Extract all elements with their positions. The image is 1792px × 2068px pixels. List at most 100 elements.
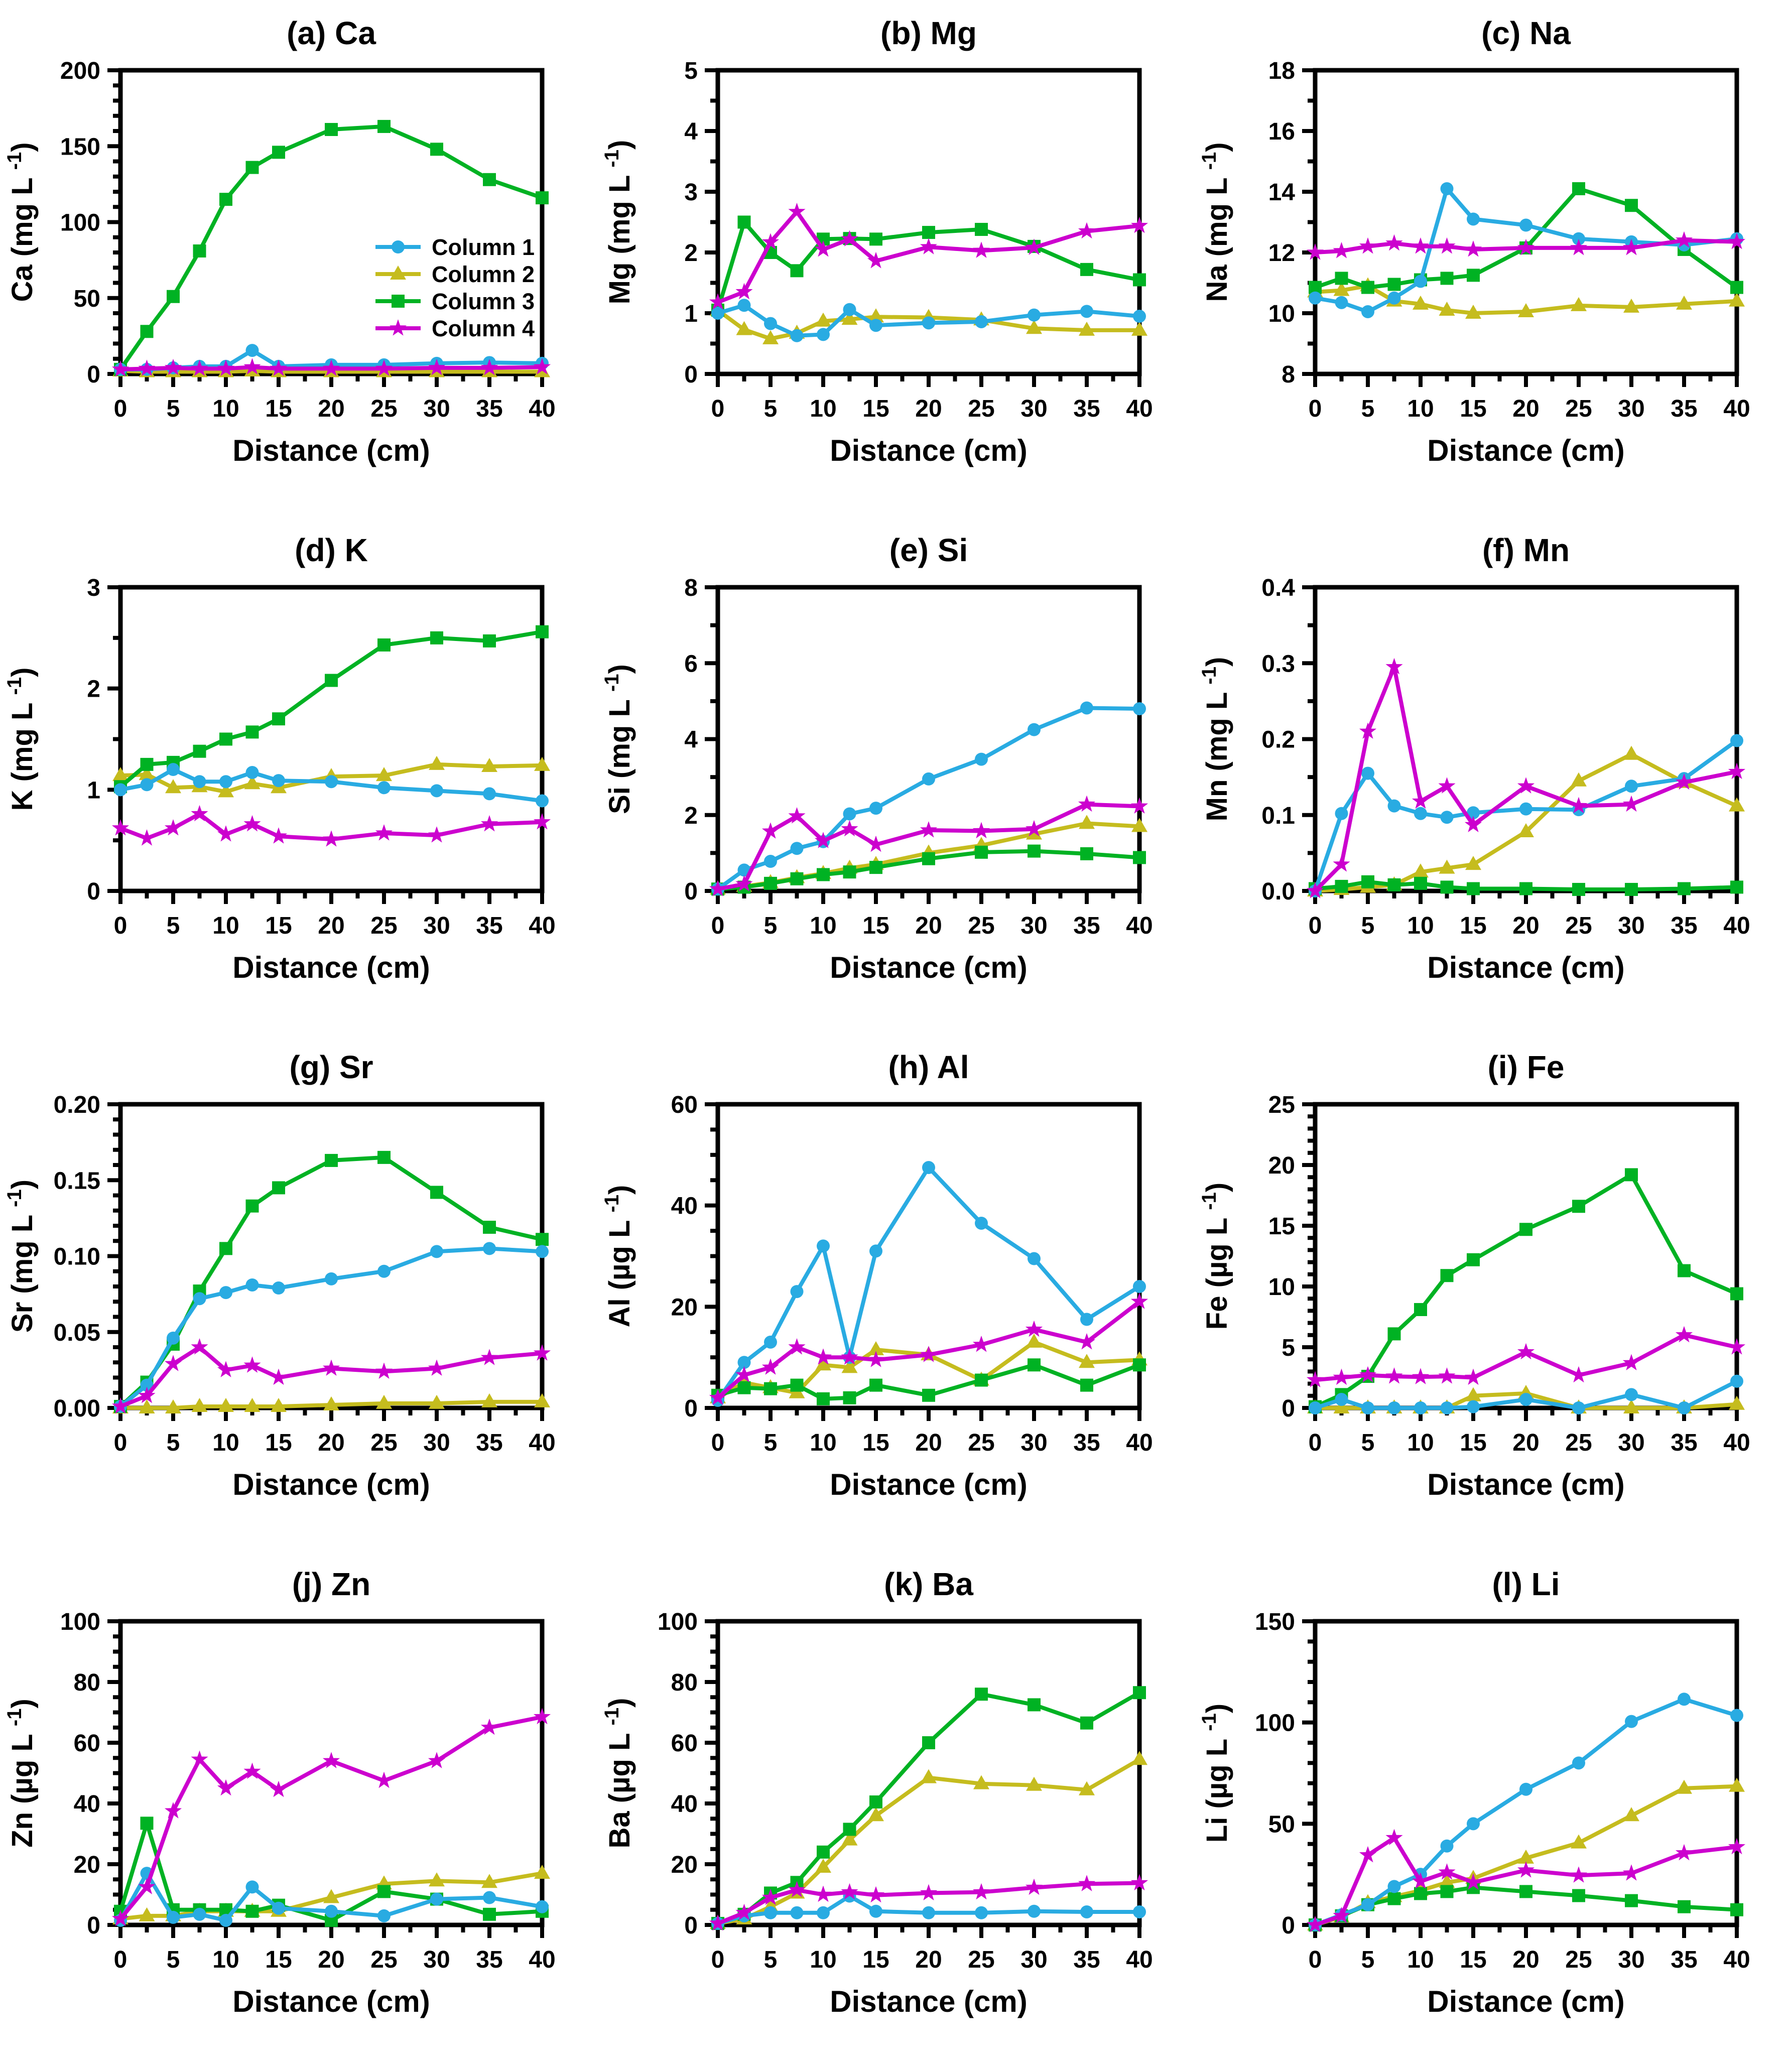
triangle-marker (1518, 1849, 1534, 1864)
square-marker (377, 638, 391, 652)
series-column-4 (1306, 1829, 1746, 1932)
circle-marker (536, 1245, 549, 1258)
series-column-4 (111, 1338, 551, 1414)
x-tick-label: 40 (1126, 396, 1153, 422)
square-marker (272, 712, 285, 726)
y-axis-label: K (mg L -1) (4, 668, 39, 811)
x-tick-label: 5 (764, 1947, 778, 1973)
triangle-marker (1079, 321, 1095, 336)
x-tick-label: 20 (915, 913, 942, 939)
circle-marker (272, 1281, 285, 1295)
x-tick-label: 30 (423, 913, 450, 939)
square-marker (1730, 1287, 1743, 1301)
star-marker (243, 1762, 261, 1779)
y-tick-label: 0 (87, 361, 100, 388)
star-marker (1130, 216, 1148, 233)
circle-marker (1730, 734, 1743, 747)
circle-marker (1572, 232, 1585, 245)
star-marker (1464, 1873, 1482, 1890)
y-tick-label: 0 (684, 361, 698, 388)
series-line (1315, 238, 1737, 254)
square-marker (869, 1795, 882, 1808)
square-marker (1467, 1253, 1480, 1266)
triangle-marker (973, 1775, 989, 1789)
star-marker (761, 233, 780, 249)
square-marker (167, 290, 180, 303)
legend-item-column-3: Column 3 (375, 289, 535, 314)
star-marker (841, 1883, 858, 1900)
circle-marker (1387, 799, 1401, 813)
y-tick-label: 16 (1268, 118, 1295, 145)
square-marker (869, 1378, 882, 1392)
x-axis (716, 1408, 1141, 1421)
triangle-marker (1571, 297, 1587, 311)
star-marker (111, 360, 130, 377)
star-marker (389, 319, 407, 336)
circle-marker (869, 1244, 882, 1258)
square-marker (1730, 281, 1743, 294)
circle-marker (325, 1272, 338, 1285)
y-tick-label: 0.2 (1261, 727, 1295, 753)
chart-c: (c) Na 0 5 10 15 20 25 30 35 40 8 10 12 14 16 18 Distanc… (1198, 15, 1750, 467)
square-marker (245, 1904, 259, 1918)
panel-l-li: (l) Li 0 5 10 15 20 25 30 35 40 0 50 100 150 Distance … (1195, 1551, 1792, 2068)
star-marker (1517, 238, 1535, 255)
star-marker (270, 827, 288, 844)
x-tick-label: 5 (764, 913, 778, 939)
star-marker (1333, 1906, 1350, 1923)
x-tick-label: 5 (764, 1430, 778, 1456)
star-marker (164, 1355, 182, 1371)
series-column-3 (711, 844, 1146, 896)
star-marker (138, 829, 156, 846)
square-marker (1387, 878, 1401, 891)
x-tick-label: 35 (476, 1947, 502, 1973)
circle-marker (1361, 1898, 1374, 1911)
square-marker (1625, 1894, 1638, 1907)
panel-title: (i) Fe (1488, 1049, 1565, 1085)
series-column-3 (114, 625, 549, 794)
triangle-marker (1729, 1777, 1745, 1792)
y-tick-label: 0.4 (1261, 575, 1295, 601)
series-column-2 (1307, 745, 1745, 896)
series-column-4 (709, 202, 1148, 310)
chart-h: (h) Al 0 5 10 15 20 25 30 35 40 0 20 40 60 Distance (c… (601, 1049, 1153, 1501)
square-marker (140, 325, 154, 338)
star-marker (191, 359, 208, 376)
x-tick-label: 30 (1020, 913, 1047, 939)
square-marker (975, 1688, 988, 1701)
x-tick-label: 15 (862, 1947, 889, 1973)
square-marker (140, 757, 154, 771)
circle-marker (1309, 291, 1322, 305)
star-marker (191, 1750, 208, 1767)
x-tick-label: 0 (1309, 396, 1322, 422)
star-marker (191, 1338, 208, 1355)
triangle-marker (165, 779, 181, 794)
circle-marker (114, 783, 127, 797)
star-marker (841, 230, 858, 246)
y-tick-label: 0 (684, 878, 698, 905)
chart-b: (b) Mg 0 5 10 15 20 25 30 35 40 0 1 2 3 4 5 Distance (cm… (601, 15, 1153, 467)
triangle-marker (481, 1393, 497, 1407)
x-tick-label: 0 (711, 1947, 725, 1973)
star-marker (761, 822, 780, 839)
series-line (1314, 1836, 1737, 1927)
circle-marker (843, 303, 856, 316)
panel-title: (g) Sr (289, 1049, 373, 1085)
x-tick-label: 15 (1460, 913, 1486, 939)
panel-title: (h) Al (888, 1049, 969, 1085)
y-tick-label: 2 (684, 240, 698, 267)
square-marker (843, 1823, 856, 1836)
x-tick-label: 0 (114, 396, 127, 422)
plot-frame (1313, 1619, 1739, 1927)
circle-marker (790, 1906, 804, 1919)
square-marker (975, 223, 988, 236)
star-marker (138, 359, 156, 376)
x-axis (716, 1925, 1141, 1938)
circle-marker (1133, 310, 1146, 323)
triangle-marker (429, 1872, 445, 1887)
triangle-marker (921, 1769, 937, 1783)
triangle-marker (841, 1831, 858, 1846)
x-tick-label: 30 (423, 396, 450, 422)
star-marker (1025, 1320, 1043, 1337)
circle-marker (1625, 780, 1638, 793)
